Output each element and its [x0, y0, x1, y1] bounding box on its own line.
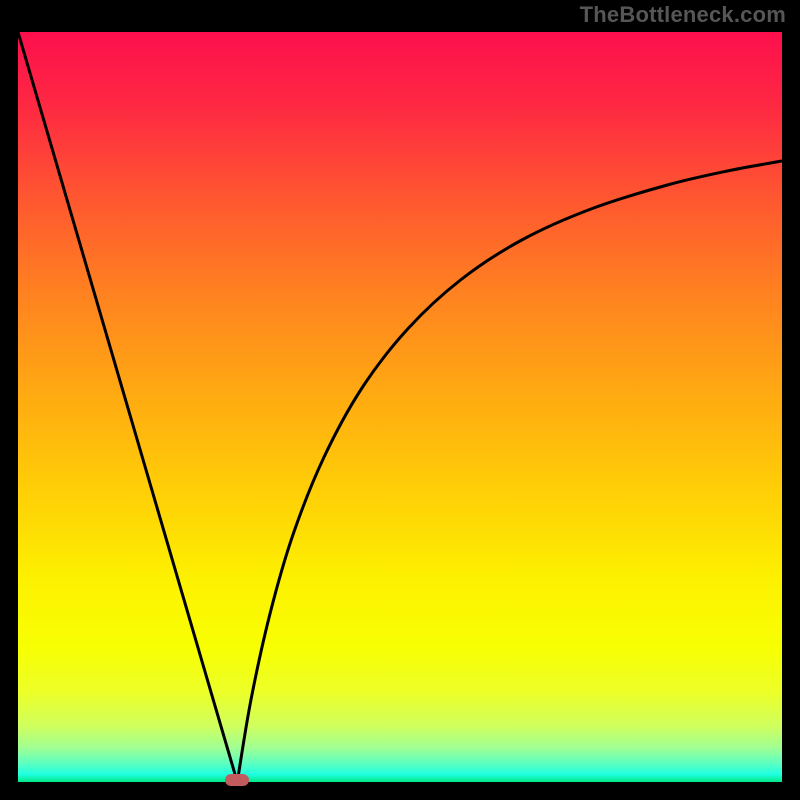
curve-layer: [18, 32, 782, 782]
right-curve: [237, 161, 782, 782]
left-line: [18, 32, 237, 782]
plot-area: [18, 32, 782, 782]
watermark-text: TheBottleneck.com: [580, 2, 786, 28]
chart-frame: TheBottleneck.com: [0, 0, 800, 800]
minimum-marker: [225, 774, 249, 786]
